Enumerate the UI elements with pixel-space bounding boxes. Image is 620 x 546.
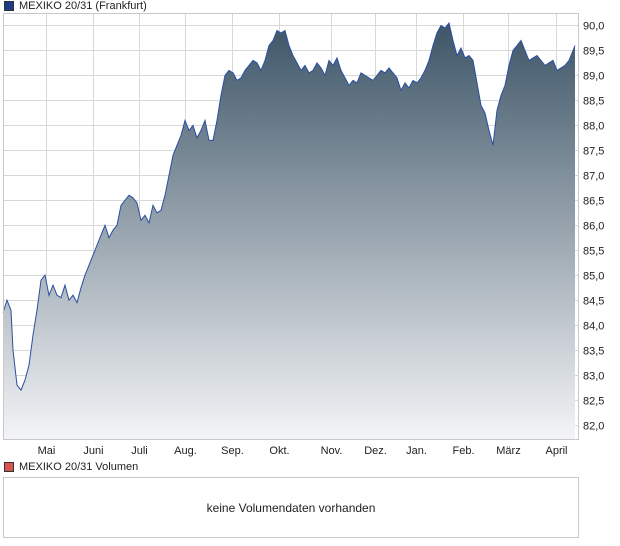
volume-legend-label: MEXIKO 20/31 Volumen xyxy=(19,461,139,473)
y-tick-label: 85,5 xyxy=(583,246,604,258)
y-tick-label: 87,5 xyxy=(583,146,604,158)
y-tick-label: 85,0 xyxy=(583,271,604,283)
y-tick-label: 89,5 xyxy=(583,46,604,58)
y-tick-label: 89,0 xyxy=(583,71,604,83)
y-tick-label: 82,5 xyxy=(583,396,604,408)
x-tick-label: April xyxy=(545,445,567,457)
plot-border xyxy=(3,13,579,440)
x-tick-label: Sep. xyxy=(221,445,244,457)
y-tick-label: 86,0 xyxy=(583,221,604,233)
price-area xyxy=(3,23,575,440)
y-tick-label: 83,5 xyxy=(583,346,604,358)
y-tick-label: 84,5 xyxy=(583,296,604,308)
y-tick-label: 88,0 xyxy=(583,121,604,133)
x-axis-labels: Mai Juni Juli Aug. Sep. Okt. Nov. Dez. Jan. Feb. M… xyxy=(38,445,568,457)
volume-panel: keine Volumendaten vorhanden xyxy=(3,477,579,538)
price-legend-swatch xyxy=(4,1,14,11)
price-chart: 82,0 82,5 83,0 83,5 84,0 84,5 85,0 85,5 86,0 86,5… xyxy=(2,13,604,457)
x-tick-label: Aug. xyxy=(174,445,197,457)
price-line xyxy=(2,21,576,392)
volume-legend-swatch xyxy=(4,462,14,472)
x-tick-label: März xyxy=(496,445,520,457)
y-tick-label: 90,0 xyxy=(583,21,604,33)
volume-legend: MEXIKO 20/31 Volumen xyxy=(4,461,138,473)
y-axis-labels: 82,0 82,5 83,0 83,5 84,0 84,5 85,0 85,5 86,0 86,5… xyxy=(583,21,604,433)
price-legend: MEXIKO 20/31 (Frankfurt) xyxy=(4,0,147,12)
x-tick-label: Nov. xyxy=(321,445,343,457)
x-tick-label: Mai xyxy=(38,445,56,457)
x-tick-label: Dez. xyxy=(364,445,387,457)
y-tick-label: 86,5 xyxy=(583,196,604,208)
x-tick-label: Feb. xyxy=(452,445,474,457)
x-tick-label: Jan. xyxy=(406,445,427,457)
y-tick-label: 82,0 xyxy=(583,421,604,433)
y-tick-label: 84,0 xyxy=(583,321,604,333)
x-tick-label: Juni xyxy=(83,445,103,457)
y-tick-label: 83,0 xyxy=(583,371,604,383)
y-tick-label: 87,0 xyxy=(583,171,604,183)
price-legend-label: MEXIKO 20/31 (Frankfurt) xyxy=(19,0,147,12)
volume-empty-message: keine Volumendaten vorhanden xyxy=(206,500,376,515)
x-tick-label: Okt. xyxy=(269,445,289,457)
x-tick-label: Juli xyxy=(131,445,148,457)
y-tick-label: 88,5 xyxy=(583,96,604,108)
